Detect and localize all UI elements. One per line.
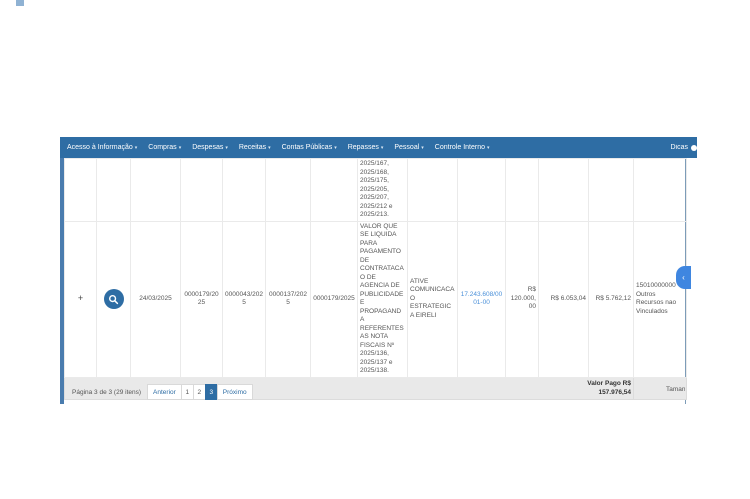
cell-date: 24/03/2025 <box>130 220 181 378</box>
table-row: 2025/167, 2025/168, 2025/175, 2025/205, … <box>64 158 687 222</box>
page-size-label: Tamanho <box>666 386 685 393</box>
nav-item-label: Pessoal <box>394 144 420 151</box>
nav-item-label: Contas Públicas <box>281 144 333 151</box>
nav-item-label: Dicas <box>670 144 688 151</box>
chevron-down-icon: ▾ <box>334 144 337 151</box>
cell-number: 0000179/2025 <box>180 220 223 378</box>
cell-description-partial: 2025/167, 2025/168, 2025/175, 2025/205, … <box>357 158 408 222</box>
magnifier-icon <box>108 294 119 304</box>
nav-item-label: Despesas <box>192 144 224 151</box>
nav-item-label: Compras <box>148 144 177 151</box>
total-paid-value: 157.976,54 <box>598 389 631 396</box>
page-button-3-active[interactable]: 3 <box>204 384 218 400</box>
prev-page-button[interactable]: Anterior <box>147 384 182 400</box>
nav-item-receitas[interactable]: Receitas ▾ <box>239 144 271 151</box>
pagination-bar: Página 3 de 3 (29 itens) Anterior 1 2 3 … <box>64 380 686 404</box>
nav-item-repasses[interactable]: Repasses ▾ <box>348 144 384 151</box>
floating-widget-button[interactable]: ‹ <box>676 266 691 289</box>
nav-item-compras[interactable]: Compras ▾ <box>148 144 181 151</box>
total-paid-label: Valor Pago R$ <box>587 380 631 387</box>
chevron-down-icon: ▾ <box>178 144 182 151</box>
chevron-down-icon: ▾ <box>134 144 138 151</box>
cell-supplier: ATIVE COMUNICACAO ESTRATEGICA EIRELI <box>407 220 458 378</box>
table-row: + 24/03/2025 0000179/2025 0000043/2025 0… <box>64 220 687 378</box>
pagination-summary: Página 3 de 3 (29 itens) <box>72 388 142 396</box>
chevron-left-icon: ‹ <box>682 272 685 282</box>
chevron-down-icon: ▾ <box>487 144 490 151</box>
payments-table: 2025/167, 2025/168, 2025/175, 2025/205, … <box>64 158 687 400</box>
nav-item-contas-publicas[interactable]: Contas Públicas ▾ <box>282 144 337 151</box>
total-paid: Valor Pago R$ 157.976,54 <box>67 379 631 397</box>
nav-item-dicas[interactable]: Dicas <box>670 144 697 151</box>
expand-row-button[interactable]: + <box>77 292 84 303</box>
chevron-down-icon: ▾ <box>268 144 271 151</box>
cell-fonte-recurso: 15010000000 - Outros Recursos nao Vincul… <box>633 220 687 378</box>
cell-number: 0000043/2025 <box>222 220 266 378</box>
nav-item-label: Receitas <box>238 144 267 151</box>
nav-item-acesso-informacao[interactable]: Acesso à Informação ▾ <box>67 144 137 151</box>
view-detail-button[interactable] <box>103 289 124 309</box>
next-page-button[interactable]: Próximo <box>216 384 253 400</box>
clipped-icon <box>691 144 697 151</box>
cell-value: R$ 6.053,04 <box>538 220 589 378</box>
main-navbar: Acesso à Informação ▾ Compras ▾ Despesas… <box>60 137 697 158</box>
nav-item-pessoal[interactable]: Pessoal ▾ <box>394 144 423 151</box>
cnpj-link[interactable]: 17.243.608/0001-00 <box>460 290 503 307</box>
decor-square <box>16 0 24 6</box>
nav-item-label: Acesso à Informação <box>67 144 133 151</box>
chevron-down-icon: ▾ <box>421 144 424 151</box>
nav-item-despesas[interactable]: Despesas ▾ <box>192 144 228 151</box>
pagination-buttons: Anterior 1 2 3 Próximo <box>147 384 253 400</box>
nav-item-label: Repasses <box>347 144 379 151</box>
cell-number: 0000179/2025 <box>310 220 358 378</box>
chevron-down-icon: ▾ <box>380 144 384 151</box>
page-button-1[interactable]: 1 <box>180 384 194 400</box>
cell-value: R$ 5.762,12 <box>588 220 634 378</box>
nav-item-controle-interno[interactable]: Controle Interno ▾ <box>435 144 490 151</box>
grid-left-accent <box>60 158 64 404</box>
cell-description: VALOR QUE SE LIQUIDA PARA PAGAMENTO DE C… <box>357 220 408 378</box>
nav-item-label: Controle Interno <box>434 144 485 151</box>
chevron-down-icon: ▾ <box>225 144 228 151</box>
cell-value: R$ 120.000,00 <box>505 220 539 378</box>
cell-number: 0000137/2025 <box>265 220 311 378</box>
